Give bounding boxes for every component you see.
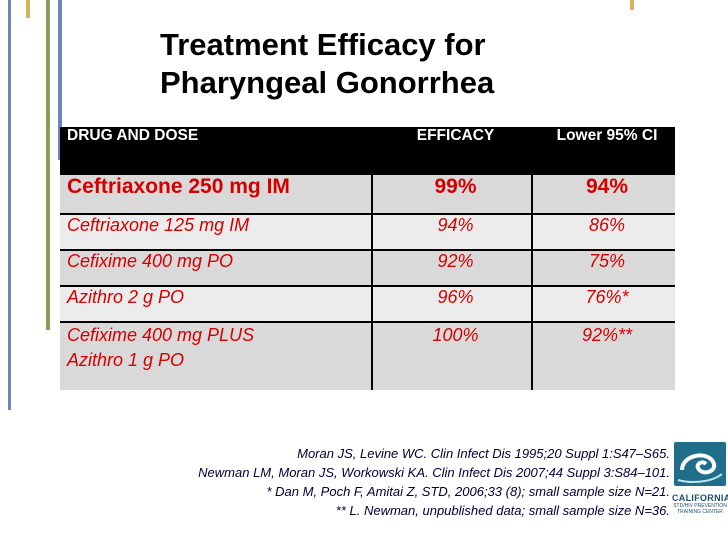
drug-line-1: Cefixime 400 mg PLUS bbox=[67, 325, 255, 345]
logo-text-2: STD/HIV PREVENTION bbox=[673, 503, 727, 509]
table-header-row: DRUG AND DOSE EFFICACY Lower 95% CI bbox=[60, 127, 675, 175]
efficacy-cell: 99% bbox=[434, 175, 477, 198]
table-row: Ceftriaxone 250 mg IM 99% 94% bbox=[60, 175, 675, 213]
slide-title: Treatment Efficacy for Pharyngeal Gonorr… bbox=[150, 26, 570, 102]
column-divider bbox=[371, 175, 373, 390]
drug-cell: Cefixime 400 mg PLUS Azithro 1 g PO bbox=[60, 323, 372, 373]
decor-line-blue bbox=[58, 0, 62, 160]
decor-line-gold bbox=[26, 0, 30, 18]
reference-line: Moran JS, Levine WC. Clin Infect Dis 199… bbox=[297, 446, 670, 461]
table-row: Azithro 2 g PO 96% 76%* bbox=[60, 287, 675, 321]
drug-cell: Ceftriaxone 125 mg IM bbox=[67, 215, 250, 235]
logo-swirl-icon bbox=[674, 442, 726, 486]
logo-text-1: CALIFORNIA bbox=[672, 493, 728, 503]
table-row: Cefixime 400 mg PO 92% 75% bbox=[60, 251, 675, 285]
title-line-2: Pharyngeal Gonorrhea bbox=[160, 65, 495, 100]
california-training-center-logo: CALIFORNIA STD/HIV PREVENTION TRAINING C… bbox=[672, 440, 728, 530]
reference-line: ** L. Newman, unpublished data; small sa… bbox=[335, 503, 670, 518]
efficacy-cell: 92% bbox=[437, 251, 474, 271]
ci-cell: 76%* bbox=[585, 287, 629, 307]
reference-line: Newman LM, Moran JS, Workowski KA. Clin … bbox=[198, 465, 670, 480]
decor-line-gold-right bbox=[630, 0, 634, 10]
table-row: Cefixime 400 mg PLUS Azithro 1 g PO 100%… bbox=[60, 323, 675, 390]
logo-text-3: TRAINING CENTER bbox=[677, 509, 723, 515]
decor-line-green bbox=[46, 0, 50, 330]
decor-line-blue-left bbox=[8, 0, 11, 410]
ci-cell: 94% bbox=[585, 175, 629, 198]
efficacy-cell: 100% bbox=[432, 325, 479, 345]
ci-cell: 92%** bbox=[581, 325, 633, 345]
column-divider bbox=[531, 175, 533, 390]
drug-line-2: Azithro 1 g PO bbox=[67, 350, 185, 370]
drug-cell: Cefixime 400 mg PO bbox=[67, 251, 234, 271]
title-line-1: Treatment Efficacy for bbox=[160, 27, 486, 62]
table-row: Ceftriaxone 125 mg IM 94% 86% bbox=[60, 215, 675, 249]
references: Moran JS, Levine WC. Clin Infect Dis 199… bbox=[60, 444, 670, 520]
reference-line: * Dan M, Poch F, Amitai Z, STD, 2006;33 … bbox=[266, 484, 670, 499]
efficacy-cell: 96% bbox=[437, 287, 474, 307]
header-efficacy: EFFICACY bbox=[416, 127, 495, 144]
efficacy-table: DRUG AND DOSE EFFICACY Lower 95% CI Ceft… bbox=[60, 127, 675, 390]
header-drug: DRUG AND DOSE bbox=[67, 127, 199, 144]
drug-cell: Azithro 2 g PO bbox=[67, 287, 185, 307]
ci-cell: 86% bbox=[588, 215, 626, 235]
efficacy-cell: 94% bbox=[437, 215, 474, 235]
drug-cell: Ceftriaxone 250 mg IM bbox=[67, 175, 290, 198]
header-ci: Lower 95% CI bbox=[556, 127, 658, 144]
ci-cell: 75% bbox=[588, 251, 626, 271]
